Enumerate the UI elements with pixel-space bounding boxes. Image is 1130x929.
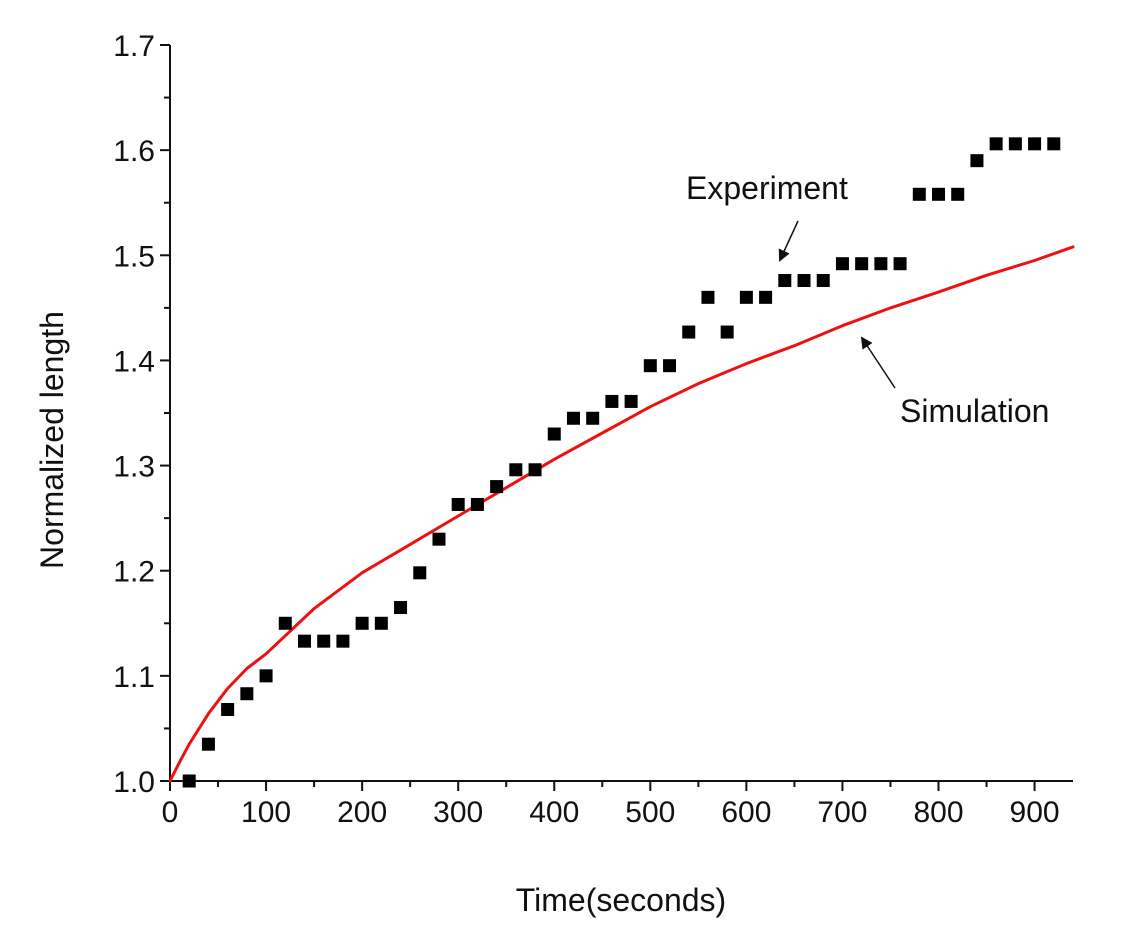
experiment-point bbox=[989, 137, 1003, 151]
experiment-point bbox=[739, 290, 753, 304]
y-tick-label: 1.3 bbox=[113, 451, 155, 484]
experiment-point bbox=[643, 359, 657, 373]
experiment-point bbox=[1008, 137, 1022, 151]
x-ticks: 0 100 200 300 400 500 600 700 800 900 bbox=[162, 781, 1060, 829]
experiment-point bbox=[874, 257, 888, 271]
x-tick-label: 600 bbox=[721, 796, 771, 829]
simulation-annotation-arrow bbox=[860, 336, 896, 389]
experiment-point bbox=[970, 154, 984, 168]
y-tick-label: 1.6 bbox=[113, 135, 155, 168]
experiment-point bbox=[355, 616, 369, 630]
x-tick-label: 700 bbox=[817, 796, 867, 829]
experiment-point bbox=[394, 601, 408, 615]
experiment-annotation-label: Experiment bbox=[686, 170, 848, 206]
experiment-point bbox=[893, 257, 907, 271]
x-tick-label: 900 bbox=[1010, 796, 1060, 829]
x-tick-label: 300 bbox=[433, 796, 483, 829]
experiment-point bbox=[932, 187, 946, 201]
annotations: Experiment Simulation bbox=[686, 170, 1049, 429]
experiment-point bbox=[624, 394, 638, 408]
y-ticks: 1.0 1.1 1.2 1.3 1.4 1.5 1.6 1.7 bbox=[113, 30, 170, 799]
experiment-point bbox=[547, 427, 561, 441]
experiment-point bbox=[835, 257, 849, 271]
experiment-point bbox=[759, 290, 773, 304]
experiment-point bbox=[374, 616, 388, 630]
experiment-point bbox=[201, 737, 215, 751]
simulation-annotation-label: Simulation bbox=[900, 393, 1049, 429]
experiment-point bbox=[566, 411, 580, 425]
experiment-point bbox=[240, 687, 254, 701]
y-tick-label: 1.0 bbox=[113, 766, 155, 799]
y-axis-label: Normalized length bbox=[34, 311, 70, 569]
experiment-point bbox=[682, 325, 696, 339]
experiment-point bbox=[182, 774, 196, 788]
experiment-point bbox=[413, 566, 427, 580]
y-tick-label: 1.7 bbox=[113, 30, 155, 63]
experiment-point bbox=[778, 274, 792, 288]
experiment-point bbox=[336, 634, 350, 648]
experiment-point bbox=[720, 325, 734, 339]
y-tick-label: 1.5 bbox=[113, 240, 155, 273]
experiment-point bbox=[297, 634, 311, 648]
experiment-point bbox=[663, 359, 677, 373]
y-tick-label: 1.1 bbox=[113, 661, 155, 694]
experiment-point bbox=[951, 187, 965, 201]
experiment-point bbox=[470, 497, 484, 511]
experiment-point bbox=[259, 669, 273, 683]
plot-area: 0 100 200 300 400 500 600 700 800 900 1.01.11.21.… bbox=[113, 30, 1075, 829]
experiment-point bbox=[432, 532, 446, 546]
x-tick-label: 0 bbox=[162, 796, 179, 829]
experiment-series-points bbox=[182, 137, 1061, 788]
y-tick-label: 1.2 bbox=[113, 556, 155, 589]
experiment-point bbox=[605, 394, 619, 408]
experiment-point bbox=[490, 480, 504, 494]
x-tick-label: 400 bbox=[529, 796, 579, 829]
x-axis-label: Time(seconds) bbox=[516, 882, 726, 918]
experiment-point bbox=[221, 703, 235, 717]
experiment-point bbox=[701, 290, 715, 304]
y-tick-label: 1.4 bbox=[113, 345, 155, 378]
experiment-point bbox=[797, 274, 811, 288]
x-tick-label: 100 bbox=[241, 796, 291, 829]
experiment-point bbox=[509, 463, 523, 477]
experiment-annotation-arrow bbox=[778, 220, 799, 262]
experiment-point bbox=[317, 634, 331, 648]
experiment-point bbox=[278, 616, 292, 630]
experiment-point bbox=[451, 497, 465, 511]
x-tick-label: 500 bbox=[625, 796, 675, 829]
x-tick-label: 800 bbox=[913, 796, 963, 829]
experiment-point bbox=[1028, 137, 1042, 151]
experiment-point bbox=[586, 411, 600, 425]
experiment-point bbox=[855, 257, 869, 271]
experiment-point bbox=[912, 187, 926, 201]
experiment-point bbox=[1047, 137, 1061, 151]
x-tick-label: 200 bbox=[337, 796, 387, 829]
experiment-point bbox=[528, 463, 542, 477]
experiment-point bbox=[816, 274, 830, 288]
